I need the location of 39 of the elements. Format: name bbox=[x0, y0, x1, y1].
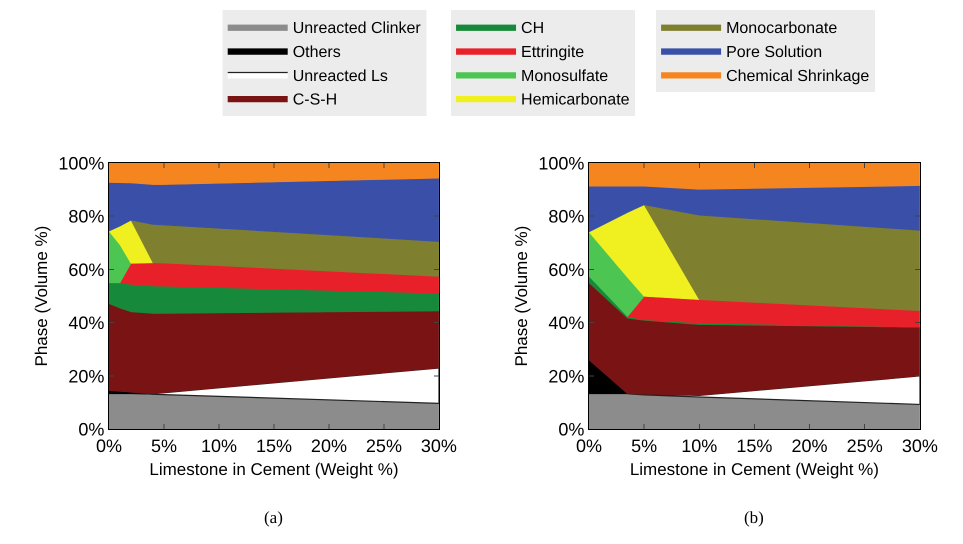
legend-label: Monocarbonate bbox=[726, 20, 838, 38]
x-tick-label: 15% bbox=[256, 436, 292, 456]
x-axis-title: Limestone in Cement (Weight %) bbox=[630, 460, 879, 480]
x-tick-label: 30% bbox=[420, 436, 457, 456]
x-tick-label: 15% bbox=[736, 436, 772, 456]
legend-label: Ettringite bbox=[521, 44, 584, 61]
legend-label: CH bbox=[521, 20, 544, 38]
y-tick-label: 60% bbox=[548, 260, 584, 280]
x-axis-title: Limestone in Cement (Weight %) bbox=[149, 460, 399, 480]
y-tick-label: 40% bbox=[548, 313, 584, 334]
x-tick-label: 10% bbox=[681, 436, 718, 456]
legend-label: Unreacted Clinker bbox=[292, 20, 422, 38]
legend-label: Unreacted Ls bbox=[292, 68, 388, 85]
y-axis-title: Phase (Volume %) bbox=[32, 226, 51, 366]
y-tick-label: 80% bbox=[68, 206, 104, 227]
y-tick-label: 100% bbox=[538, 153, 584, 174]
legend-label: Hemicarbonate bbox=[521, 92, 630, 109]
y-tick-label: 20% bbox=[548, 366, 584, 386]
y-axis-title: Phase (Volume %) bbox=[512, 226, 531, 366]
legend-label: Others bbox=[292, 44, 341, 61]
x-tick-label: 5% bbox=[631, 436, 658, 456]
y-tick-label: 20% bbox=[68, 366, 104, 386]
x-tick-label: 20% bbox=[792, 436, 828, 456]
x-tick-label: 10% bbox=[200, 436, 237, 456]
legend-label: Chemical Shrinkage bbox=[726, 68, 870, 85]
x-tick-label: 30% bbox=[902, 436, 938, 456]
x-tick-label: 25% bbox=[366, 436, 402, 456]
text: (b) bbox=[744, 508, 764, 527]
x-tick-label: 5% bbox=[150, 436, 177, 456]
text: (a) bbox=[264, 508, 283, 527]
y-tick-label: 40% bbox=[68, 313, 104, 334]
x-tick-label: 20% bbox=[310, 436, 347, 456]
y-tick-label: 100% bbox=[58, 153, 104, 174]
x-tick-label: 25% bbox=[846, 436, 883, 456]
legend-label: C-S-H bbox=[292, 92, 338, 109]
legend-label: Pore Solution bbox=[726, 44, 822, 61]
y-tick-label: 80% bbox=[548, 206, 584, 227]
legend-label: Monosulfate bbox=[521, 68, 608, 85]
y-tick-label: 60% bbox=[68, 260, 104, 280]
